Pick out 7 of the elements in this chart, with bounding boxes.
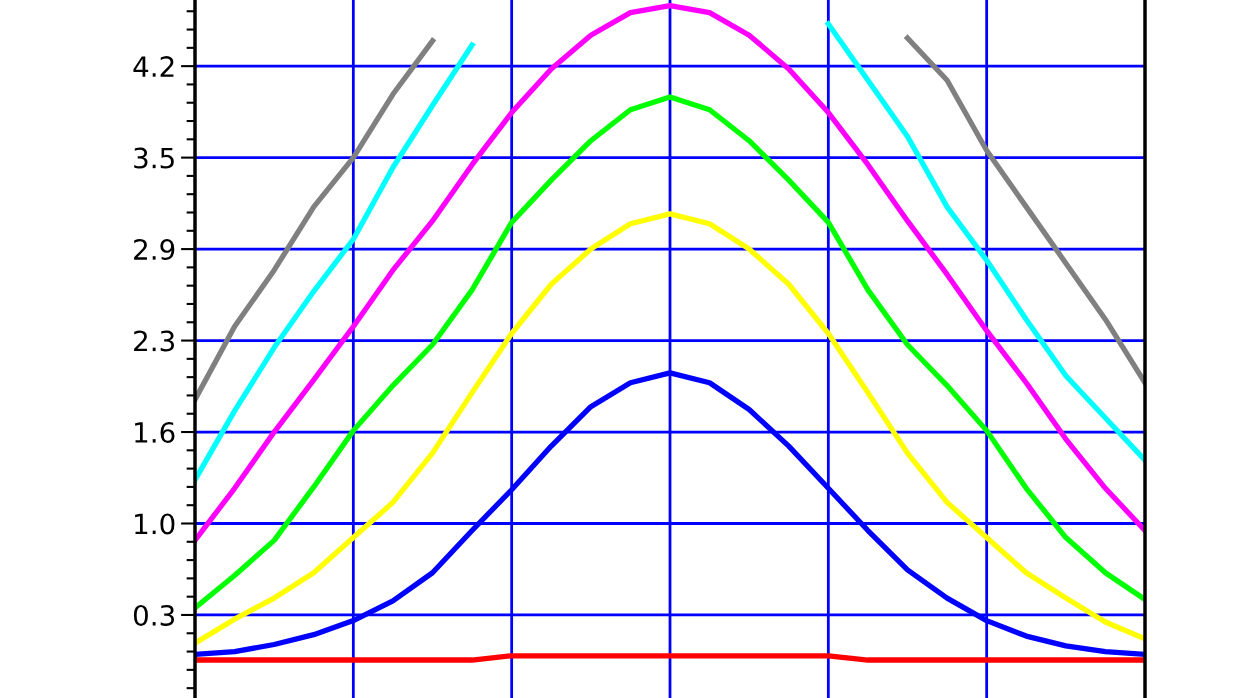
y-tick-label: 1.0	[135, 513, 175, 535]
y-tick-label: 1.6	[135, 421, 175, 443]
y-tick-label: 2.3	[134, 330, 175, 352]
y-tick-label: 0.3	[133, 604, 175, 626]
y-tick-label: 2.9	[134, 239, 175, 261]
y-tick-label: 4.2	[133, 56, 174, 77]
y-tick-label: 3.5	[134, 147, 174, 169]
